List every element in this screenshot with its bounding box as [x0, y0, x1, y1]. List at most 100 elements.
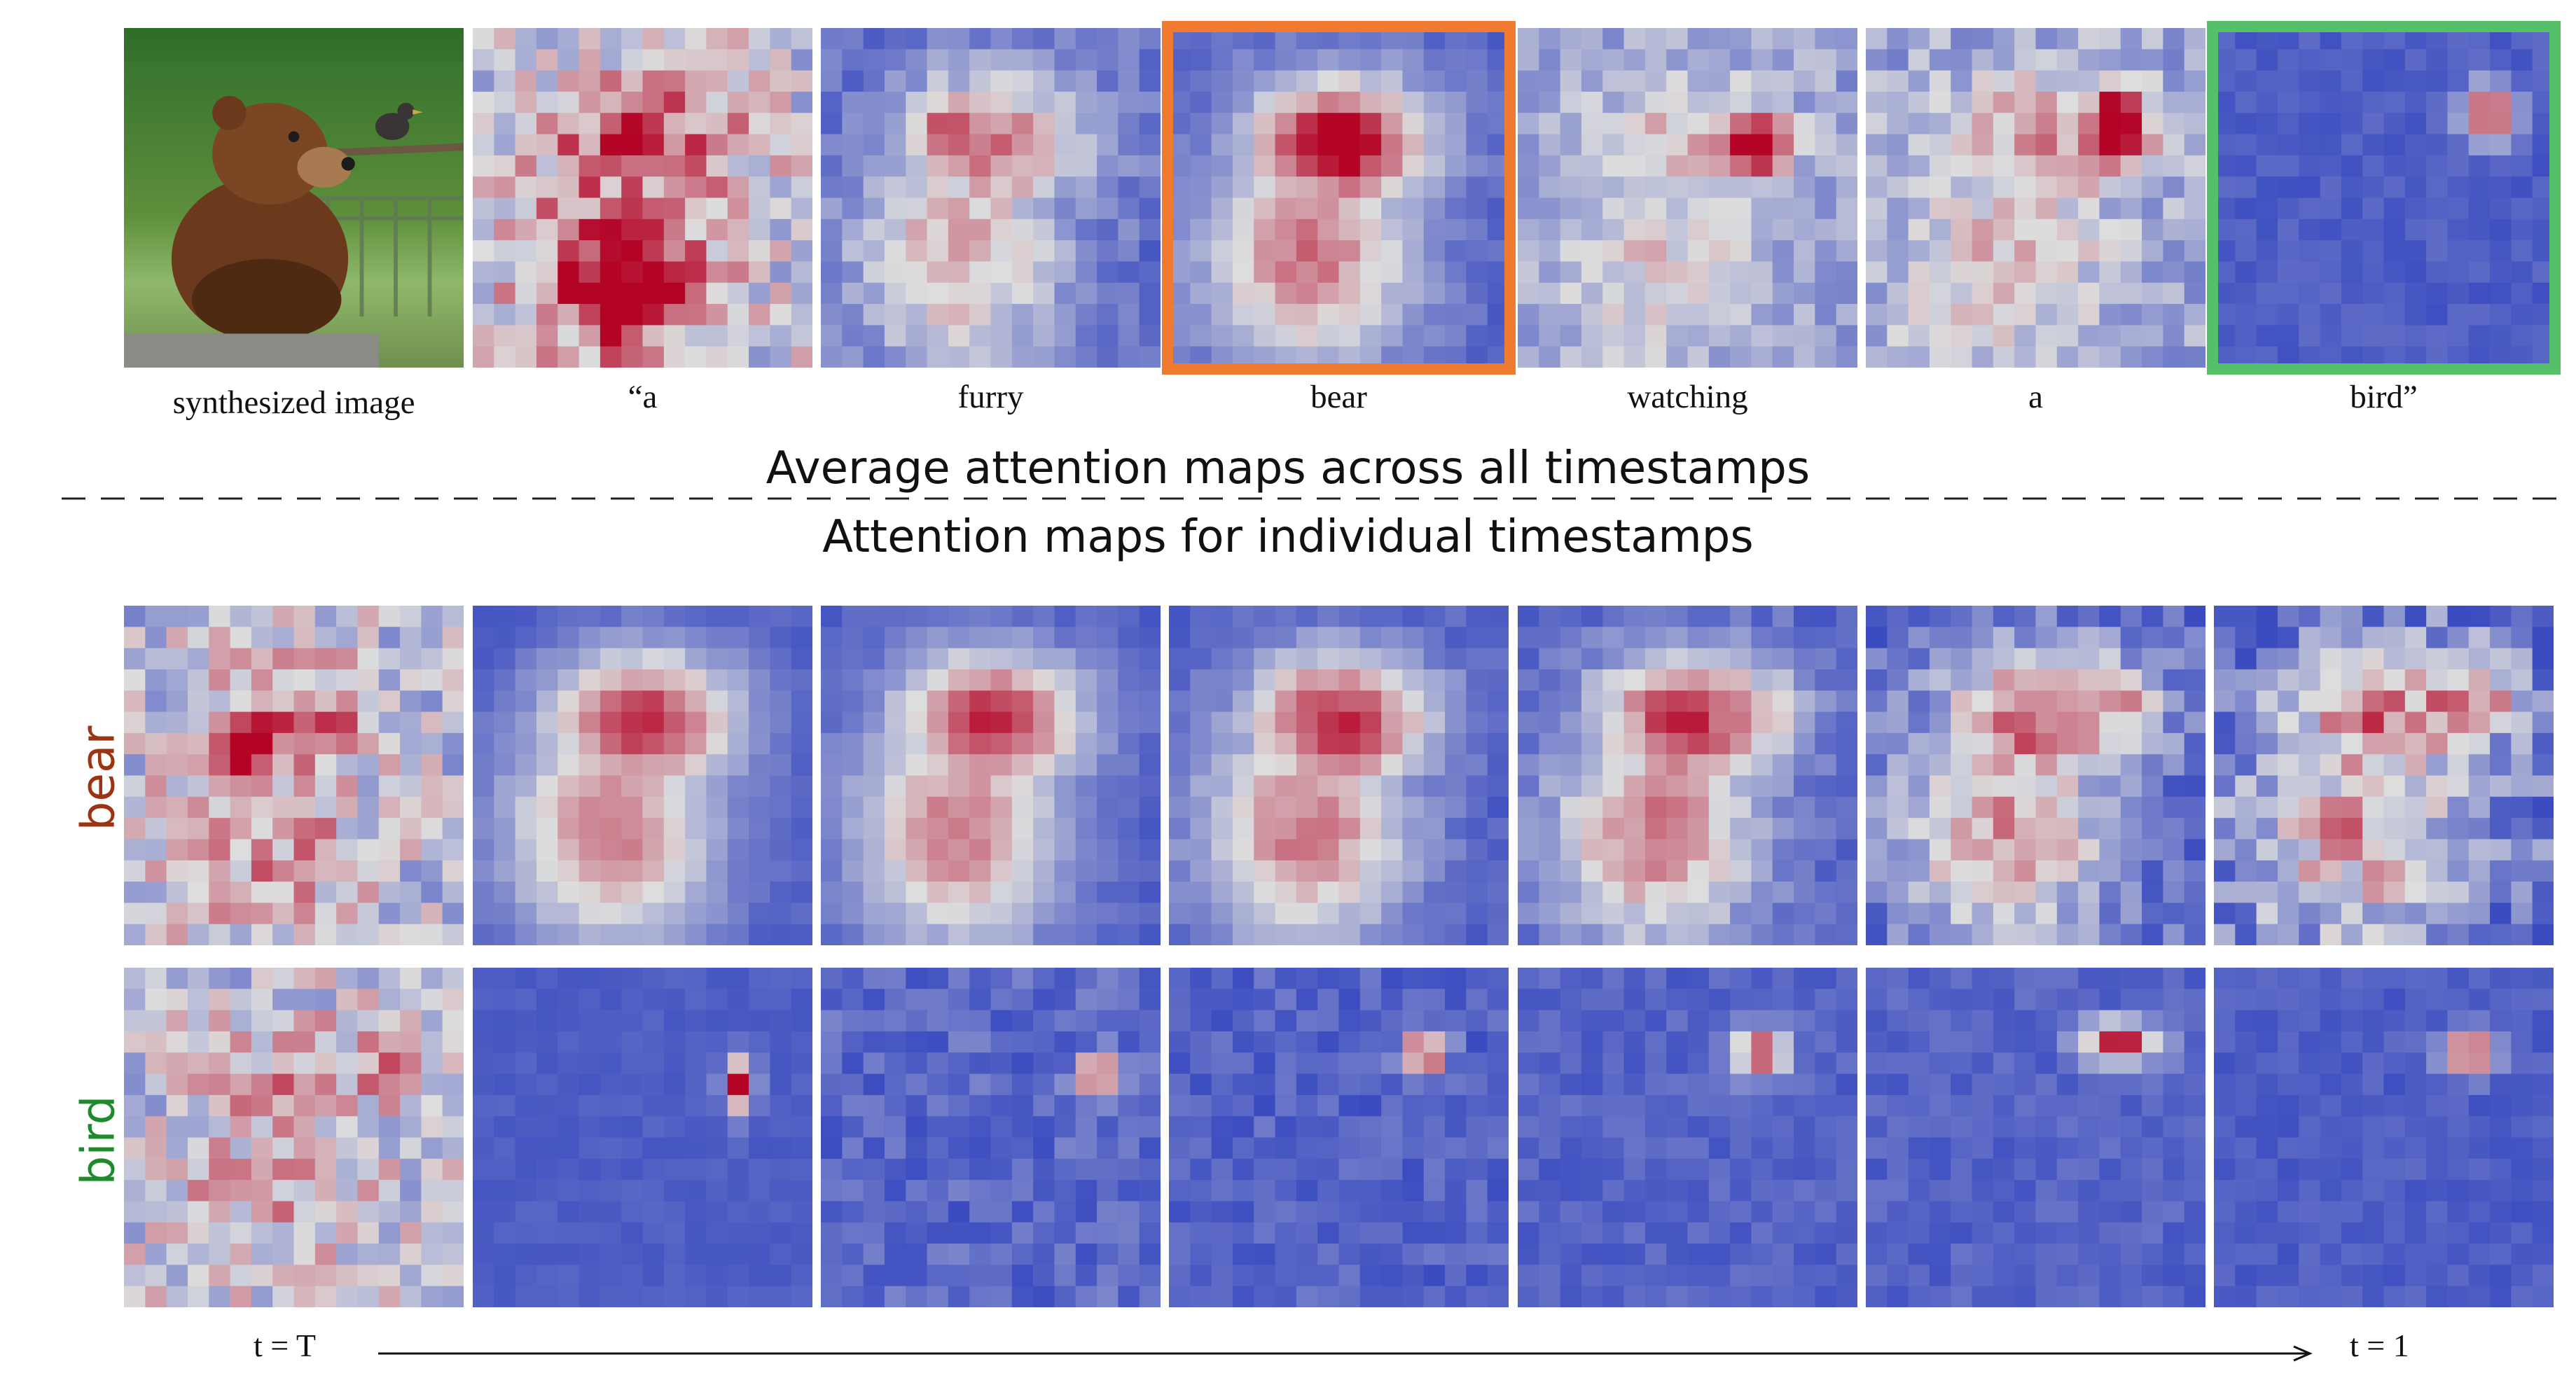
heatmap-cell — [2099, 796, 2121, 819]
heatmap-cell — [1908, 1010, 1930, 1032]
heatmap-cell — [706, 903, 728, 925]
heatmap-cell — [2142, 903, 2163, 925]
heatmap-cell — [1169, 1222, 1191, 1244]
heatmap-cell — [1666, 1180, 1689, 1202]
heatmap-cell — [2184, 134, 2205, 156]
heatmap-cell — [1097, 796, 1119, 819]
heatmap-cell — [842, 1286, 864, 1307]
heatmap-cell — [906, 1180, 928, 1202]
heatmap-cell — [1772, 218, 1794, 241]
heatmap-cell — [558, 627, 580, 649]
heatmap-cell — [1708, 155, 1731, 177]
heatmap-cell — [1708, 882, 1731, 903]
heatmap-cell — [494, 989, 516, 1011]
heatmap-cell — [473, 282, 494, 305]
heatmap-cell — [558, 1073, 580, 1096]
heatmap-cell — [2426, 754, 2449, 777]
heatmap-cell — [2142, 1137, 2163, 1160]
heatmap-cell — [1338, 113, 1361, 135]
heatmap-cell — [884, 155, 906, 177]
heatmap-cell — [2014, 796, 2037, 819]
heatmap-cell — [400, 1180, 422, 1202]
heatmap-cell — [251, 968, 273, 989]
heatmap-cell — [1518, 882, 1539, 903]
heatmap-cell — [579, 648, 601, 670]
heatmap-cell — [2383, 1010, 2406, 1032]
heatmap-cell — [1602, 606, 1625, 627]
heatmap-cell — [536, 1094, 558, 1117]
heatmap-cell — [600, 860, 622, 882]
heatmap-cell — [642, 1094, 665, 1117]
heatmap-cell — [558, 218, 580, 241]
heatmap-cell — [727, 176, 749, 199]
heatmap-cell — [2235, 882, 2257, 903]
heatmap-cell — [1794, 282, 1815, 305]
heatmap-cell — [1887, 732, 1909, 755]
heatmap-cell — [2299, 732, 2321, 755]
heatmap-cell — [1296, 754, 1318, 777]
heatmap-cell — [473, 627, 494, 649]
heatmap-cell — [1815, 240, 1837, 263]
heatmap-cell — [1708, 28, 1731, 50]
heatmap-cell — [727, 1010, 749, 1032]
heatmap-cell — [2014, 627, 2037, 649]
heatmap-cell — [1232, 1010, 1254, 1032]
heatmap-cell — [1866, 1265, 1888, 1287]
heatmap-cell — [2320, 304, 2342, 326]
heatmap-cell — [1118, 325, 1140, 347]
heatmap-cell — [1232, 775, 1254, 798]
heatmap-cell — [842, 818, 864, 840]
heatmap-cell — [621, 70, 644, 92]
heatmap-cell — [1139, 648, 1161, 670]
heatmap-cell — [1033, 754, 1055, 777]
heatmap-cell — [1381, 304, 1404, 326]
heatmap-cell — [1097, 113, 1119, 135]
heatmap-cell — [1097, 197, 1119, 220]
heatmap-cell — [536, 325, 558, 347]
heatmap-cell — [1169, 839, 1191, 861]
heatmap-cell — [948, 648, 970, 670]
heatmap-cell — [842, 648, 864, 670]
heatmap-cell — [2214, 304, 2236, 326]
heatmap-cell — [1951, 924, 1973, 945]
heatmap-cell — [1772, 49, 1794, 71]
heatmap-cell — [2056, 839, 2079, 861]
heatmap-cell — [663, 1073, 686, 1096]
heatmap-cell — [1929, 754, 1951, 777]
heatmap-cell — [2184, 1158, 2205, 1181]
heatmap-cell — [1602, 134, 1625, 156]
heatmap-cell — [1139, 690, 1161, 713]
heatmap-cell — [515, 1010, 537, 1032]
heatmap-cell — [166, 796, 188, 819]
heatmap-cell — [1772, 1073, 1794, 1096]
heatmap-cell — [1993, 1031, 2015, 1053]
heatmap-cell — [1866, 155, 1888, 177]
heatmap-cell — [600, 732, 622, 755]
heatmap-cell — [536, 28, 558, 50]
heatmap-cell — [1666, 282, 1689, 305]
heatmap-cell — [600, 924, 622, 945]
heatmap-cell — [536, 1265, 558, 1287]
heatmap-cell — [1466, 28, 1488, 50]
heatmap-cell — [1908, 1201, 1930, 1223]
heatmap-cell — [1097, 968, 1119, 989]
heatmap-cell — [948, 796, 970, 819]
heatmap-cell — [621, 690, 644, 713]
heatmap-cell — [1317, 49, 1340, 71]
heatmap-cell — [1190, 1180, 1212, 1202]
heatmap-cell — [990, 690, 1013, 713]
heatmap-cell — [1402, 1031, 1425, 1053]
heatmap-cell — [663, 882, 686, 903]
heatmap-cell — [2532, 818, 2554, 840]
heatmap-cell — [2256, 903, 2278, 925]
heatmap-cell — [558, 1116, 580, 1139]
heatmap-cell — [1169, 669, 1191, 691]
heatmap-cell — [2214, 606, 2236, 627]
heatmap-cell — [821, 924, 843, 945]
heatmap-cell — [749, 1222, 770, 1244]
heatmap-cell — [1254, 1094, 1276, 1117]
heatmap-cell — [1317, 903, 1340, 925]
heatmap-cell — [2099, 860, 2121, 882]
heatmap-cell — [1539, 134, 1561, 156]
heatmap-cell — [1951, 968, 1973, 989]
